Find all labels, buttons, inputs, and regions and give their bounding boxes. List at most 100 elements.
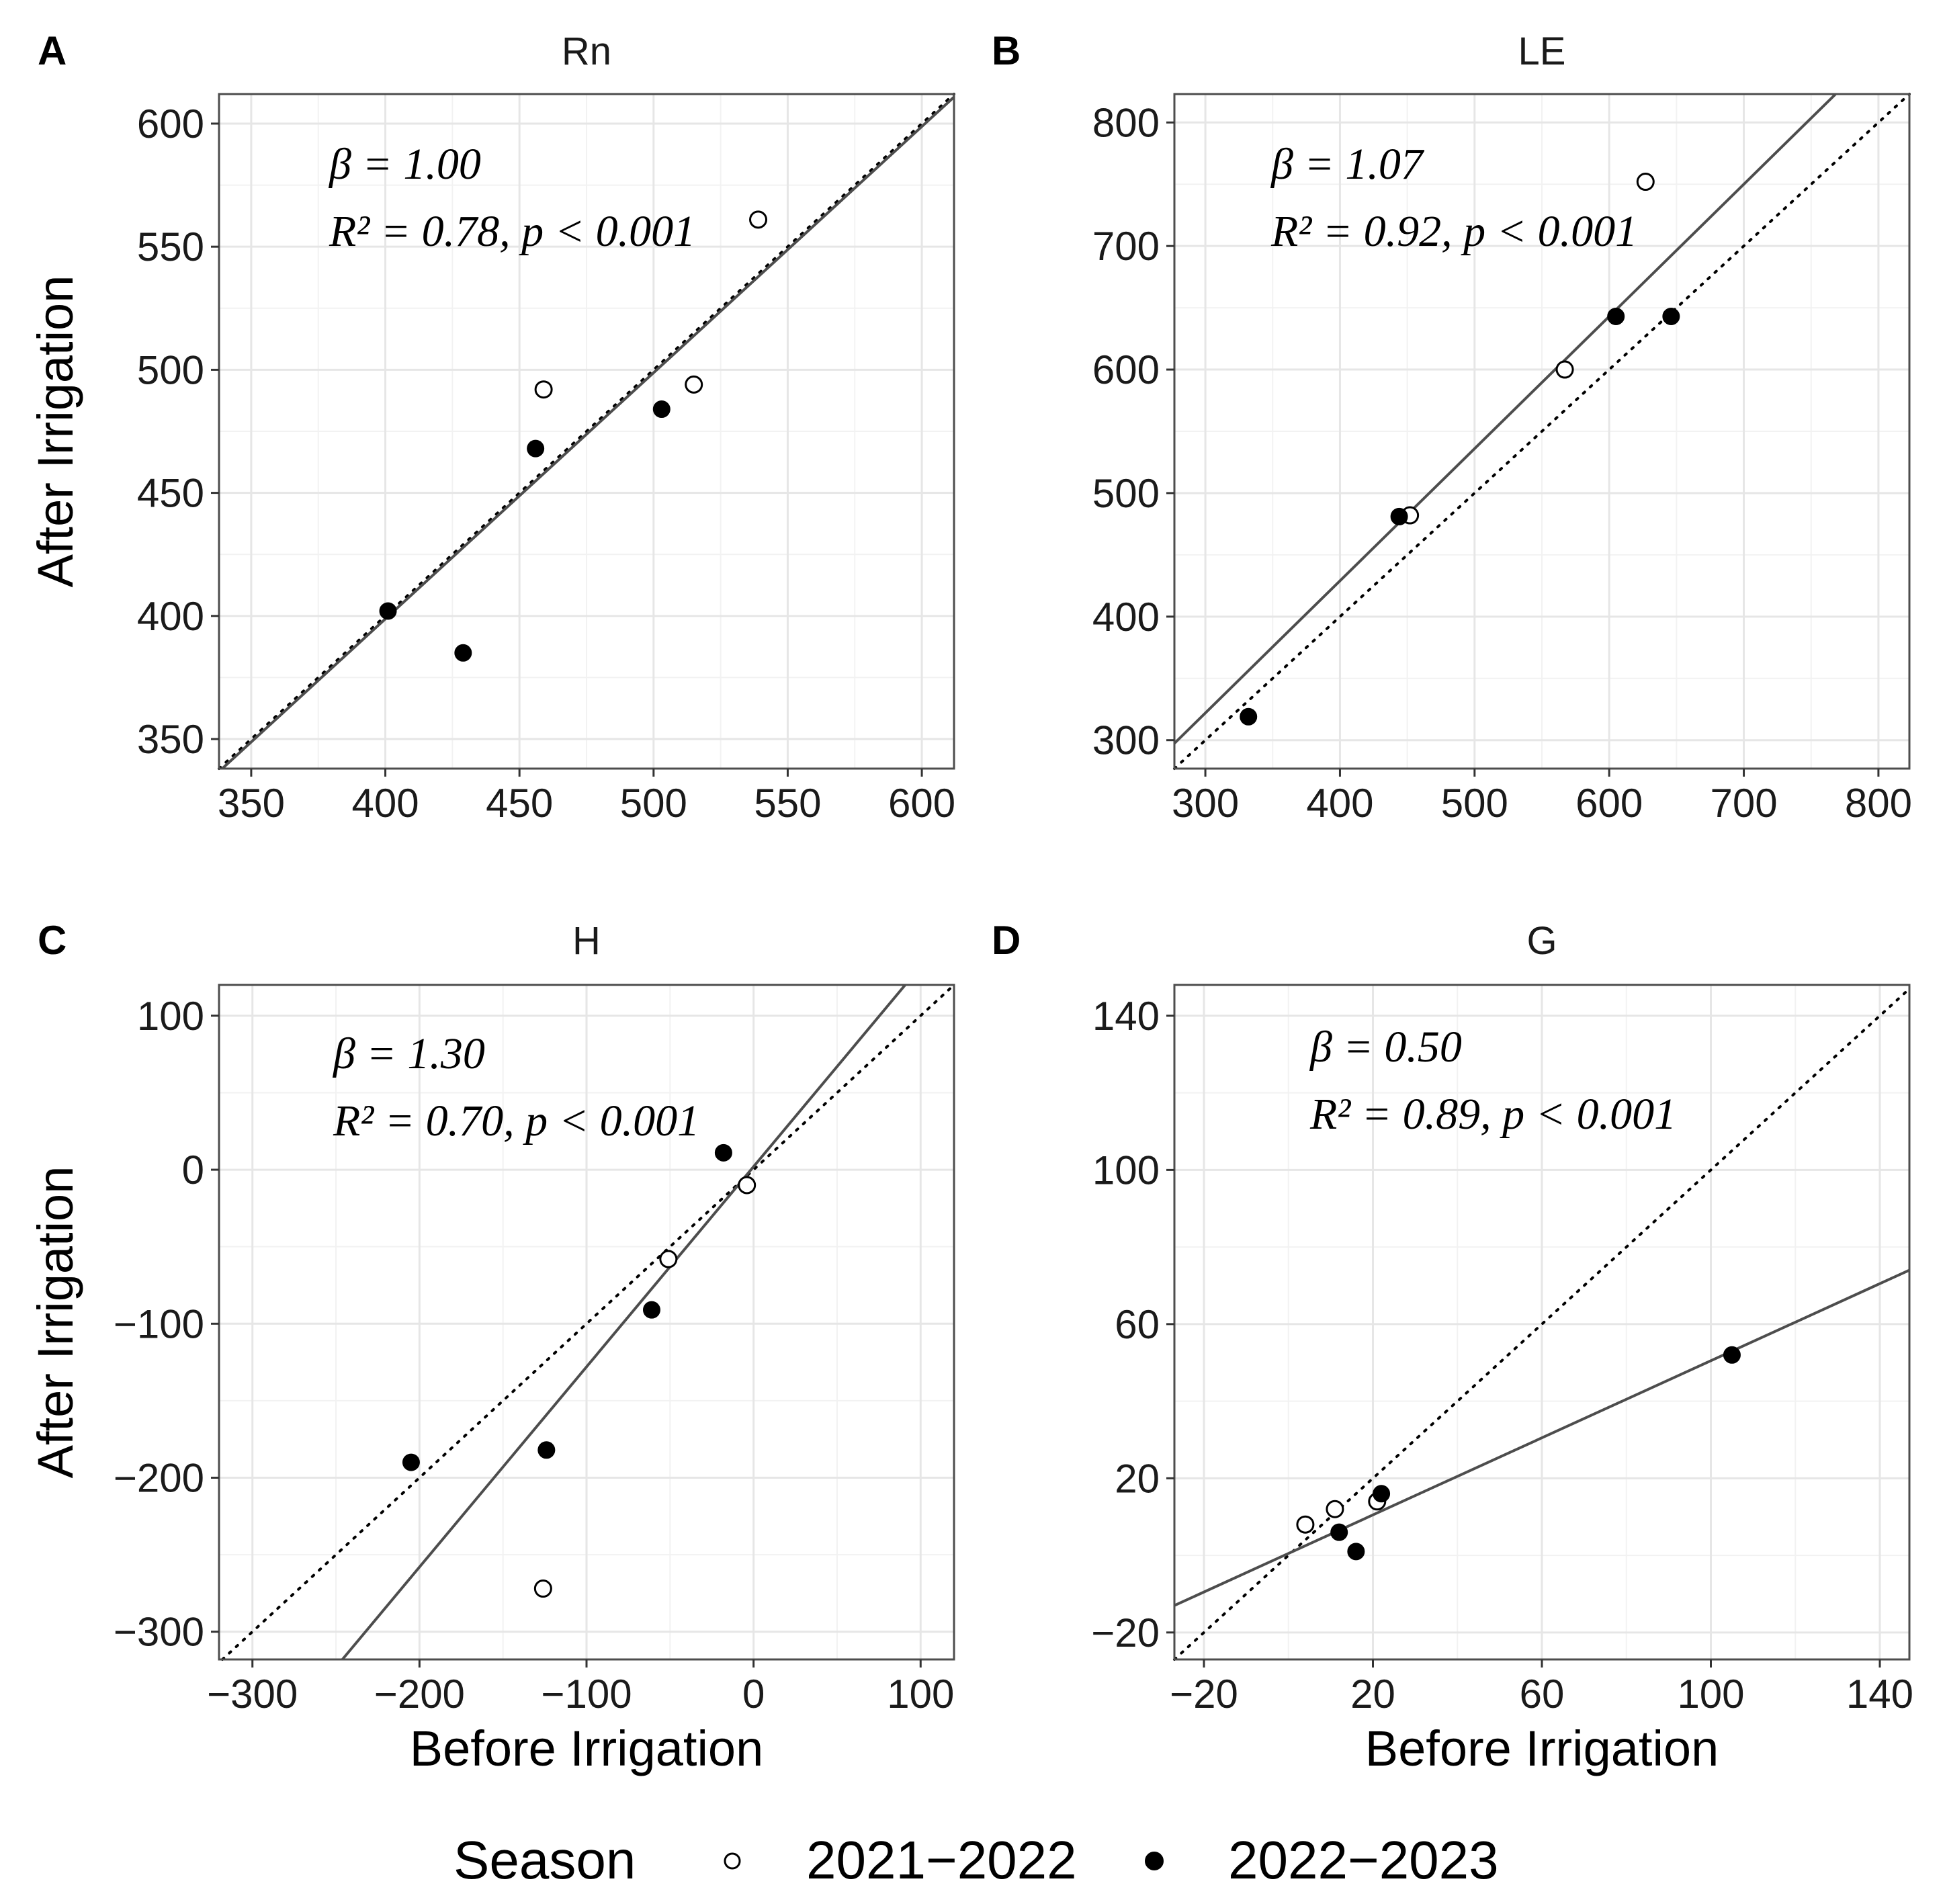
panel-d-ticks: −20−20 20 20 60 60 100 100 140 140 (1091, 994, 1913, 1717)
panel-a-fit-line (221, 95, 955, 770)
legend-title: Season (453, 1830, 636, 1890)
panel-a-x-tick-label-1: 400 (351, 781, 419, 826)
panel-c-points (402, 1143, 757, 1598)
panel-b-point-open-2 (1636, 173, 1655, 191)
panel-d-point-filled-0 (1330, 1523, 1348, 1541)
panel-b-y-tick-label-4: 700 (1092, 224, 1160, 269)
panel-c-y-tick-label-1: −200 (114, 1456, 204, 1501)
panel-b-x-tick-label-4: 700 (1710, 781, 1777, 826)
legend-label-2021-2022: 2021−2022 (806, 1830, 1077, 1890)
panel-a-point-open-2 (749, 210, 768, 229)
panel-c-fit-line (341, 984, 906, 1661)
panel-d-y-tick-label-3: 100 (1092, 1148, 1160, 1193)
y-axis-title-bottom: After Irrigation (28, 1166, 83, 1479)
panel-a-points (379, 210, 768, 662)
panel-c-tag: C (38, 918, 67, 963)
panel-c-x-tick-label-1: −200 (374, 1672, 465, 1717)
panel-c-x-tick-label-3: 0 (742, 1672, 765, 1717)
panel-c-y-tick-label-0: −300 (114, 1610, 204, 1655)
panel-d-points (1296, 1346, 1741, 1561)
panel-a-point-filled-2 (527, 439, 545, 458)
legend-label-2022-2023: 2022−2023 (1228, 1830, 1499, 1890)
panel-b-stats: R² = 0.92, p < 0.001 (1270, 207, 1637, 256)
x-axis-title-right: Before Irrigation (1365, 1721, 1719, 1776)
panel-c-point-filled-3 (714, 1143, 732, 1162)
panel-b-point-open-1 (1555, 360, 1574, 379)
panel-b-x-tick-label-2: 500 (1441, 781, 1508, 826)
panel-a-beta: β = 1.00 (328, 140, 481, 189)
panel-c-x-tick-label-0: −300 (207, 1672, 298, 1717)
panel-c-stats: R² = 0.70, p < 0.001 (333, 1096, 699, 1145)
panel-c-identity-line (220, 984, 955, 1661)
panel-c-ticks: −300−300 −200 −200 −100 −100 0 0 100 100 (114, 994, 954, 1717)
panel-a-x-tick-label-4: 550 (754, 781, 821, 826)
panel-a-grid (219, 94, 954, 769)
panel-c-point-open-1 (659, 1250, 678, 1268)
panel-a-y-tick-label-4: 550 (137, 224, 204, 269)
panel-a-point-open-1 (685, 375, 703, 394)
panel-a-x-tick-label-3: 500 (620, 781, 687, 826)
panel-b-lines (1173, 93, 1911, 770)
panel-a-x-tick-label-0: 350 (218, 781, 285, 826)
panel-b-border (1173, 93, 1911, 770)
panel-b-y-tick-label-3: 600 (1092, 347, 1160, 392)
panel-c-beta: β = 1.30 (332, 1029, 485, 1078)
panel-c-y-tick-label-4: 100 (137, 994, 204, 1039)
panel-d-x-tick-label-2: 60 (1520, 1672, 1565, 1717)
legend-marker-filled (1145, 1852, 1164, 1870)
panel-d-grid (1174, 985, 1909, 1659)
panel-a-border (218, 93, 955, 770)
panel-a-y-tick-label-0: 350 (137, 717, 204, 762)
panel-a-point-open-0 (534, 380, 553, 399)
panel-b-y-tick-label-5: 800 (1092, 100, 1160, 145)
panel-a-tag: A (38, 28, 67, 73)
panel-c-y-tick-label-2: −100 (114, 1301, 204, 1346)
panel-b-point-filled-0 (1240, 707, 1258, 726)
panel-a-title: Rn (562, 30, 611, 73)
panel-a-y-tick-label-5: 600 (137, 101, 204, 146)
panel-d-point-filled-3 (1723, 1346, 1741, 1364)
panel-a-y-tick-label-2: 450 (137, 471, 204, 516)
panel-b-ticks: 300 300 400 400 500 500 600 600 700 700 800 800 (1092, 100, 1912, 826)
panel-b-y-tick-label-2: 500 (1092, 471, 1160, 516)
panel-a-point-filled-0 (379, 602, 397, 620)
panel-b-x-tick-label-0: 300 (1172, 781, 1239, 826)
y-axis-title-top: After Irrigation (28, 275, 83, 588)
panel-b-x-tick-label-1: 400 (1306, 781, 1373, 826)
panel-d-title: G (1526, 919, 1557, 963)
panel-d-x-tick-label-1: 20 (1350, 1672, 1395, 1717)
panel-d-y-tick-label-4: 140 (1092, 994, 1160, 1039)
panel-b-point-filled-3 (1662, 307, 1680, 325)
panel-a-ticks: 350 350 400 400 450 450 500 500 550 550 600 600 (137, 101, 955, 826)
panel-b-fit-line (1173, 93, 1837, 744)
panel-d-stats: R² = 0.89, p < 0.001 (1309, 1090, 1676, 1139)
panel-a: A Rn 350 350 400 400 450 450 500 500 550 550 600 60… (38, 28, 955, 826)
panel-b-point-filled-1 (1390, 507, 1408, 525)
legend-marker-open (724, 1852, 741, 1870)
panel-d-identity-line (1173, 987, 1911, 1661)
panel-c-point-filled-0 (402, 1453, 420, 1471)
panel-b-x-tick-label-5: 800 (1845, 781, 1912, 826)
panel-b-y-tick-label-1: 400 (1092, 595, 1160, 640)
panel-b-identity-line (1173, 93, 1911, 770)
panel-a-x-tick-label-5: 600 (888, 781, 955, 826)
panel-c-point-open-0 (533, 1580, 552, 1598)
panel-c-y-tick-label-3: 0 (182, 1148, 204, 1193)
panel-d-x-tick-label-3: 100 (1677, 1672, 1744, 1717)
panel-c-point-filled-2 (642, 1301, 660, 1319)
panel-c-point-filled-1 (537, 1441, 556, 1459)
panel-d-point-open-1 (1326, 1500, 1344, 1518)
panel-a-lines (218, 93, 955, 770)
panel-d-y-tick-label-0: −20 (1091, 1610, 1160, 1655)
panel-b-title: LE (1518, 30, 1566, 73)
panel-c-x-tick-label-2: −100 (541, 1672, 632, 1717)
panel-a-x-tick-label-2: 450 (486, 781, 553, 826)
panel-b-point-filled-2 (1607, 307, 1625, 325)
legend: Season 2021−2022 2022−2023 (453, 1830, 1499, 1890)
panel-b-grid (1174, 94, 1909, 769)
panel-a-y-tick-label-3: 500 (137, 347, 204, 392)
panel-a-point-filled-1 (454, 644, 472, 662)
panel-d-fit-line (1174, 1268, 1910, 1607)
